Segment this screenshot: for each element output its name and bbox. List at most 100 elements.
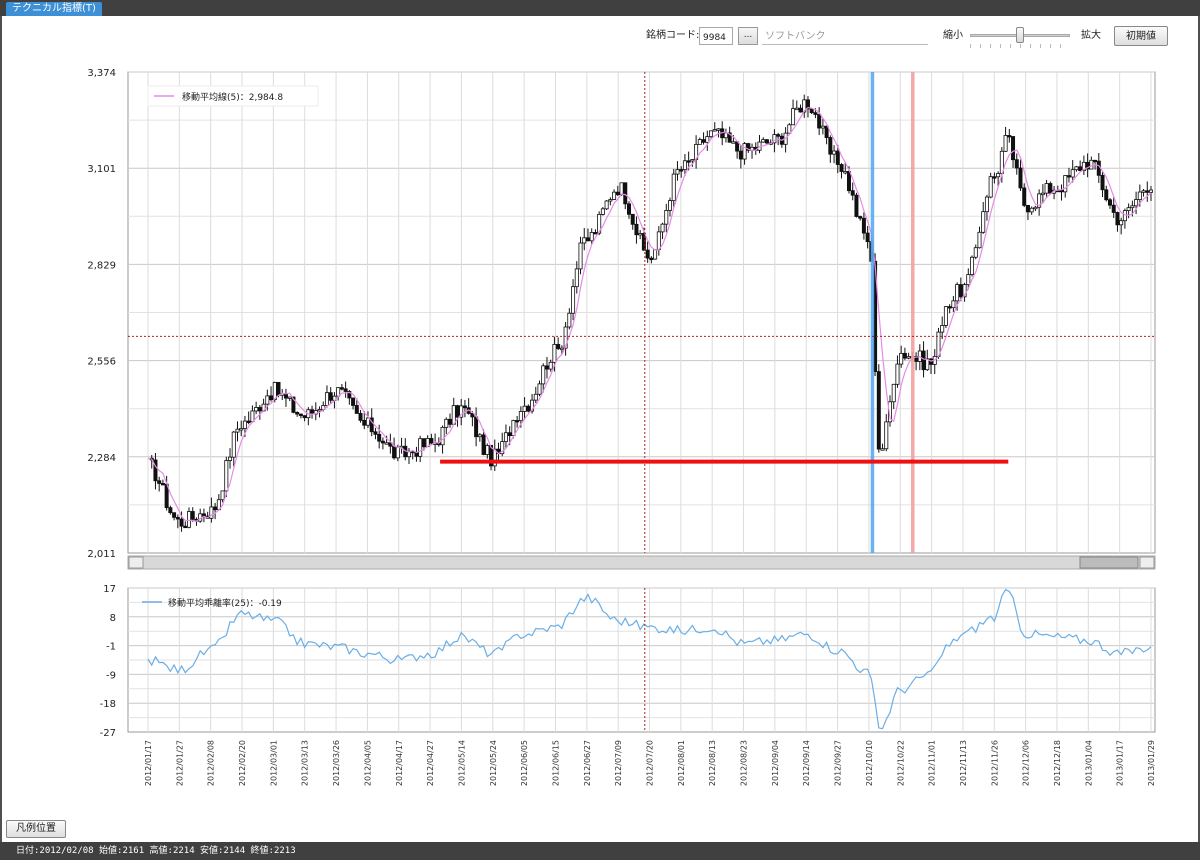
stock-name-field[interactable]: ソフトバンク [762,27,928,45]
candle-body [1100,174,1105,191]
candle-body [850,190,855,196]
candle-body [619,182,624,196]
candle-body [608,199,613,202]
deviation-legend-label: 移動平均乖離率(25)：-0.19 [168,597,282,609]
candles [149,94,1154,532]
code-lookup-button[interactable]: ... [738,27,758,45]
candle-body [567,312,572,328]
x-tick-label: 2013/01/29 [1147,740,1156,786]
x-tick-label: 2012/12/18 [1053,740,1062,786]
candle-body [891,383,896,403]
candle-body [392,445,397,459]
x-tick-label: 2012/04/27 [426,740,435,786]
candle-body [638,233,643,236]
candle-body [384,442,389,445]
zoom-slider-thumb[interactable] [1016,27,1024,43]
scrollbar-track[interactable] [127,555,1156,570]
candle-body [242,420,247,429]
deviation-y-tick-label: 17 [103,584,116,595]
x-tick-label: 2012/10/10 [865,740,874,786]
candle-body [846,171,851,192]
candle-body [533,393,538,401]
candle-body [503,432,508,443]
candle-body [653,249,658,260]
candle-body [682,160,687,170]
candle-body [585,237,590,242]
code-label: 銘柄コード: [646,30,700,41]
candle-body [746,143,751,151]
candle-body [388,442,393,447]
candle-body [1119,220,1124,226]
candle-body [630,213,635,225]
candle-body [679,169,684,172]
candle-body [697,139,702,145]
candle-body [820,125,825,129]
candle-body [485,445,490,455]
tab-technical-indicator[interactable]: テクニカル指標(T) [6,2,102,16]
candle-body [1074,166,1079,171]
candle-body [574,268,579,288]
candle-body [500,441,505,455]
x-tick-label: 2012/04/05 [363,740,372,786]
candle-body [440,426,445,446]
candle-body [794,107,799,111]
reset-button[interactable]: 初期値 [1114,26,1168,46]
candle-body [354,405,359,414]
deviation-y-tick-label: -18 [100,699,116,710]
candle-body [157,480,162,484]
scroll-left-button[interactable] [128,556,144,569]
candle-body [996,173,1001,178]
candle-body [955,284,960,302]
candle-body [302,415,307,419]
candle-body [988,176,993,198]
candle-body [1066,175,1071,178]
stock-code-input[interactable]: 9984 [699,27,733,45]
candle-body [716,128,721,131]
candle-body [548,361,553,370]
candle-body [623,182,628,205]
candle-body [1059,189,1064,193]
candle-body [895,363,900,385]
candle-body [705,136,710,143]
candle-body [518,411,523,422]
candle-body [295,411,300,415]
candle-body [470,412,475,418]
x-tick-label: 2012/03/13 [301,740,310,786]
candle-body [884,421,889,450]
candle-body [776,134,781,137]
candle-body [664,210,669,225]
x-tick-label: 2012/08/01 [677,740,686,786]
x-tick-label: 2012/11/13 [959,740,968,786]
candle-body [395,446,400,459]
chart-area: 3,374 3,101 2,829 2,556 2,284 2,011 移動平均線(5)：2… [87,68,1156,786]
candle-body [1104,189,1109,201]
chart-scrollbar[interactable] [127,555,1156,570]
price-legend-box [147,85,319,107]
candle-body [343,388,348,392]
legend-position-button[interactable]: 凡例位置 [6,820,66,838]
candle-body [179,518,184,527]
candle-body [563,326,568,349]
scroll-right-button[interactable] [1139,556,1155,569]
candle-body [600,208,605,215]
x-tick-label: 2013/01/04 [1084,740,1093,786]
candle-body [339,387,344,390]
candle-body [597,213,602,234]
zoom-slider[interactable] [970,26,1070,48]
x-tick-label: 2012/07/20 [646,740,655,786]
candle-body [444,418,449,428]
price-y-tick-label: 2,284 [87,453,116,464]
candle-body [209,506,214,519]
candle-body [858,216,863,219]
candle-body [992,176,997,179]
deviation-y-tick-label: 8 [110,613,116,624]
x-tick-label: 2012/06/27 [583,740,592,786]
candle-body [541,365,546,385]
candle-body [265,395,270,405]
candle-body [809,108,814,114]
candle-body [369,417,374,433]
candle-body [634,223,639,236]
candle-body [347,391,352,399]
scrollbar-thumb[interactable] [1079,556,1139,569]
x-tick-label: 2012/09/27 [834,740,843,786]
